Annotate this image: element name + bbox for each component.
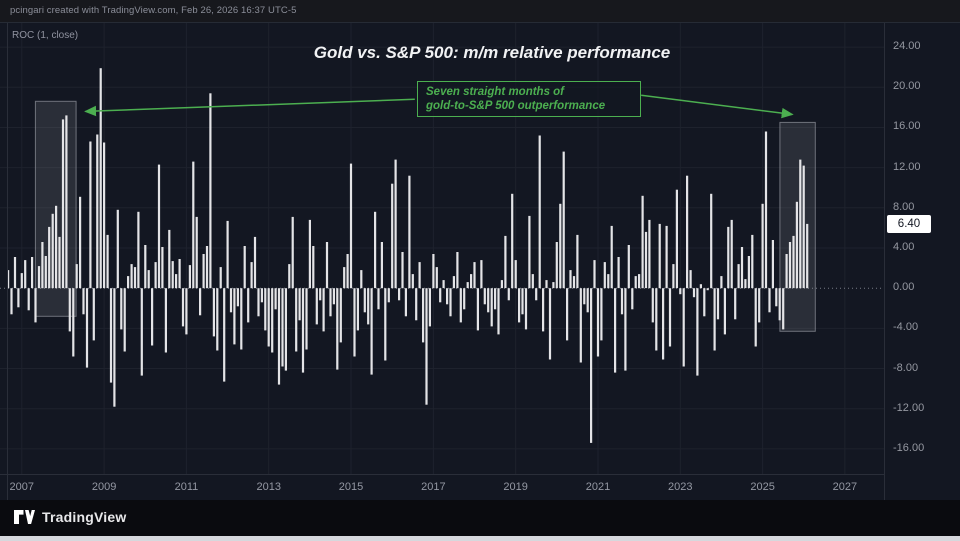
pane-border-left [7,23,8,501]
top-bar: pcingari created with TradingView.com, F… [0,0,960,22]
y-axis-label: 12.00 [893,160,921,173]
x-axis-label: 2025 [750,481,775,493]
x-axis-label: 2023 [668,481,693,493]
annotation-line-1: Seven straight months of [426,86,565,98]
annotation-callout[interactable]: Seven straight months of gold-to-S&P 500… [417,81,641,117]
tradingview-logo-icon [14,510,35,524]
chart-title[interactable]: Gold vs. S&P 500: m/m relative performan… [313,43,671,62]
footer-bar: TradingView [0,500,960,536]
y-axis-label: 0.00 [893,281,915,294]
x-axis-label: 2013 [256,481,281,493]
histogram-bars [7,68,809,443]
last-value-badge: 6.40 [887,214,931,233]
x-axis-label: 2019 [503,481,528,493]
x-axis-label: 2015 [338,481,364,493]
annotation-arrow [641,94,794,119]
y-axis-label: 20.00 [893,80,921,93]
price-scale[interactable]: 6.40 24.00 20.00 16.00 12.00 8.00 4.00 0.00 -4.… [885,23,960,501]
y-axis-label: -16.00 [893,441,925,454]
x-axis-label: 2009 [91,481,117,493]
price-scale-separator [884,23,885,501]
y-axis-label: 8.00 [893,200,915,213]
y-axis-label: -4.00 [893,321,919,334]
x-axis-label: 2011 [174,481,199,493]
time-axis[interactable]: 2007 2009 2011 2013 2015 2017 2019 2021 2023 2025… [0,474,884,501]
y-axis-label: 4.00 [893,240,915,253]
x-axis-label: 2007 [9,481,35,493]
y-axis-label: 16.00 [893,120,921,133]
annotation-line-2: gold-to-S&P 500 outperformance [426,100,606,112]
chart-region: ROC (1, close) Gold vs. S&P 500: m/m rel… [0,22,960,501]
y-axis-label: -12.00 [893,401,925,414]
x-axis-label: 2027 [832,481,858,493]
tradingview-logo[interactable]: TradingView [14,509,126,525]
tradingview-logo-text: TradingView [42,509,127,525]
player-progress-bar[interactable] [0,536,960,541]
annotation-arrow [84,98,415,117]
y-axis-label: 24.00 [893,40,921,53]
indicator-label: ROC (1, close) [12,30,79,41]
attribution-text: pcingari created with TradingView.com, F… [10,5,297,16]
x-axis-label: 2017 [421,481,446,493]
y-axis-label: -8.00 [893,361,919,374]
x-axis-label: 2021 [585,481,611,493]
